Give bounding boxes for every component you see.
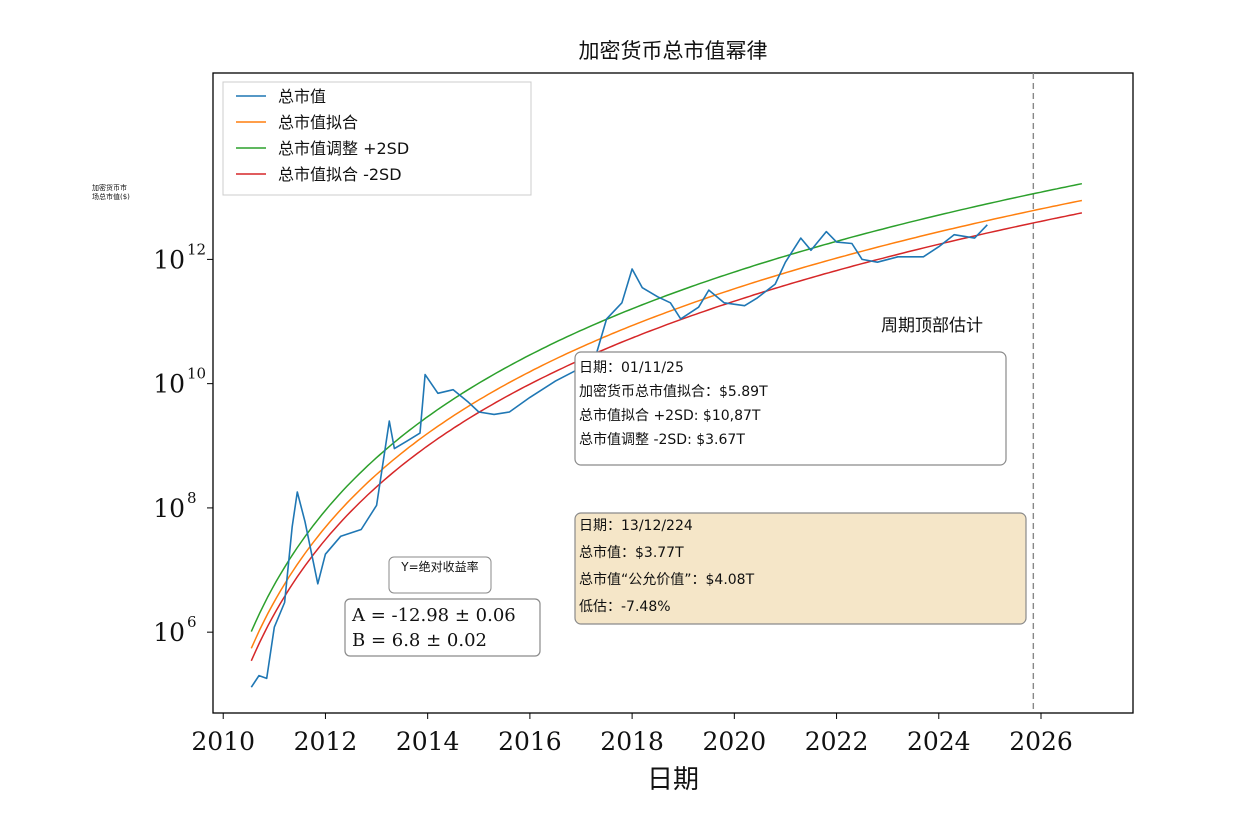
x-axis-ticks: 2010 2012 2014 2016 2018 2020 2022 2024 2026 [191, 713, 1073, 756]
fit-formula-title-box [388, 556, 492, 594]
y-axis-label-group: 加密货币市场总市值($) [92, 183, 130, 201]
cycle-top-title: 周期顶部估计 [881, 316, 983, 336]
x-tick-label: 2014 [396, 727, 460, 756]
fit-parameter-line: A = -12.98 ± 0.06 [351, 605, 516, 626]
y-tick-label: 10 [153, 494, 185, 523]
y-axis-label: 加密货币市场总市值($) [92, 183, 130, 201]
cycle-top-line: 加密货币总市值拟合：$5.89T [579, 383, 768, 400]
x-axis-label: 日期 [647, 765, 699, 795]
x-tick-label: 2018 [600, 727, 664, 756]
current-value-box [574, 512, 1027, 625]
x-tick-label: 2016 [498, 727, 562, 756]
legend-box [222, 81, 532, 196]
y-tick-exponent: 8 [187, 489, 197, 507]
current-value-line: 总市值“公允价值”：$4.08T [579, 571, 755, 588]
y-tick-label: 10 [153, 370, 185, 399]
fit-parameters-box [344, 598, 541, 657]
y-tick-label: 10 [153, 245, 185, 274]
y-tick-exponent: 10 [187, 365, 206, 383]
fit-parameter-line: B = 6.8 ± 0.02 [352, 630, 487, 651]
legend-label: 总市值调整 +2SD [278, 139, 409, 158]
cycle-top-box [574, 351, 1007, 466]
legend-label: 总市值拟合 [278, 113, 358, 132]
fit-line [250, 199, 1083, 649]
x-tick-label: 2022 [805, 727, 869, 756]
current-value-line: 日期：13/12/224 [579, 518, 693, 534]
fit-line [250, 182, 1083, 632]
chart-title: 加密货币总市值幂律 [579, 39, 768, 63]
x-tick-label: 2012 [294, 727, 358, 756]
cycle-top-line: 总市值拟合 +2SD: $10,87T [579, 407, 761, 424]
current-value-line: 低估：-7.48% [579, 599, 671, 615]
y-tick-exponent: 6 [187, 613, 197, 631]
legend-label: 总市值拟合 -2SD [278, 165, 402, 184]
fit-formula-title: Y=绝对收益率 [400, 559, 478, 574]
cycle-top-line: 总市值调整 -2SD: $3.67T [579, 431, 745, 448]
x-tick-label: 2020 [703, 727, 767, 756]
y-tick-label: 10 [153, 618, 185, 647]
x-tick-label: 2010 [191, 727, 255, 756]
cycle-top-line: 日期：01/11/25 [579, 360, 684, 376]
y-tick-exponent: 12 [187, 240, 206, 258]
x-tick-label: 2024 [907, 727, 971, 756]
x-tick-label: 2026 [1009, 727, 1073, 756]
current-value-line: 总市值：$3.77T [579, 544, 684, 561]
legend-label: 总市值 [278, 87, 326, 106]
